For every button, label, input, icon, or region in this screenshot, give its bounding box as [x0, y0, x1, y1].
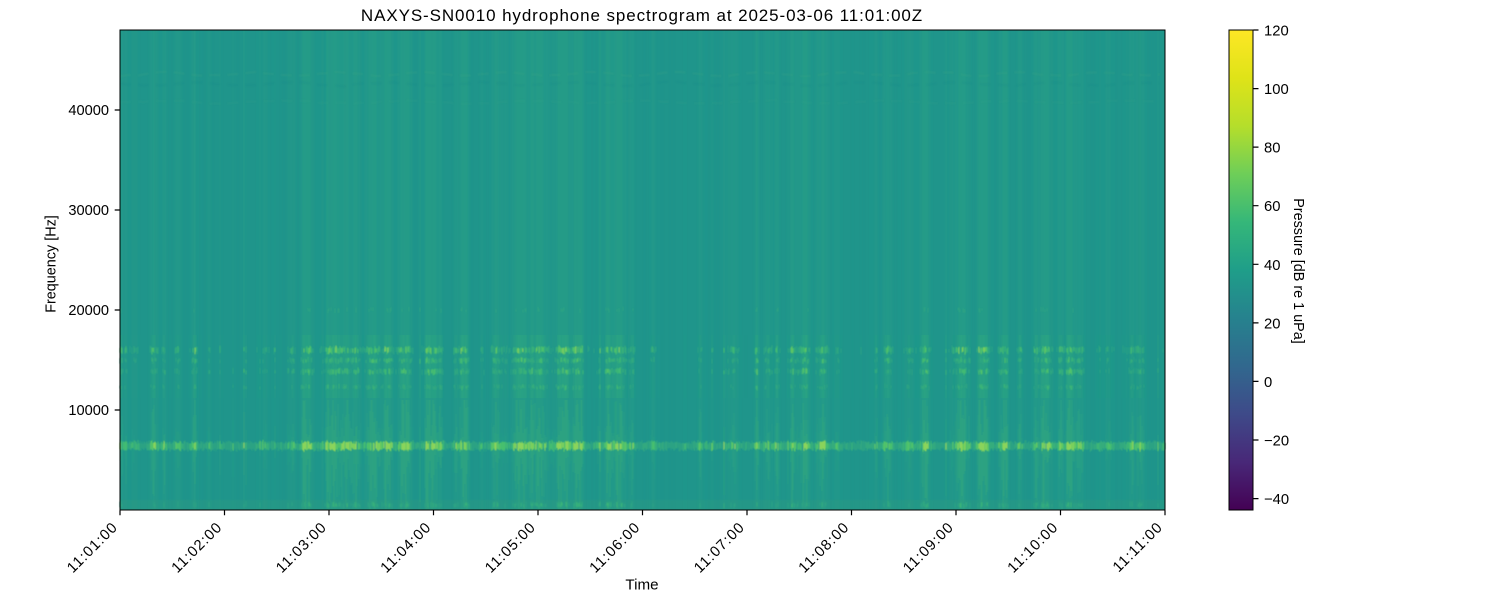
svg-text:40000: 40000 — [68, 103, 109, 119]
svg-text:40: 40 — [1264, 258, 1280, 274]
svg-text:10000: 10000 — [68, 403, 109, 419]
svg-text:Time: Time — [625, 577, 658, 594]
svg-text:80: 80 — [1264, 141, 1280, 157]
svg-text:30000: 30000 — [68, 203, 109, 219]
svg-text:−40: −40 — [1264, 492, 1289, 508]
svg-text:60: 60 — [1264, 199, 1280, 215]
svg-text:Frequency [Hz]: Frequency [Hz] — [44, 215, 60, 313]
svg-text:20: 20 — [1264, 316, 1280, 332]
svg-text:NAXYS-SN0010 hydrophone spectr: NAXYS-SN0010 hydrophone spectrogram at 2… — [361, 6, 923, 25]
svg-text:Pressure [dB re 1 uPa]: Pressure [dB re 1 uPa] — [1290, 198, 1306, 344]
svg-text:20000: 20000 — [68, 303, 109, 319]
svg-text:−20: −20 — [1264, 434, 1289, 450]
svg-text:100: 100 — [1264, 82, 1289, 98]
svg-text:120: 120 — [1264, 24, 1289, 40]
svg-text:0: 0 — [1264, 375, 1272, 391]
